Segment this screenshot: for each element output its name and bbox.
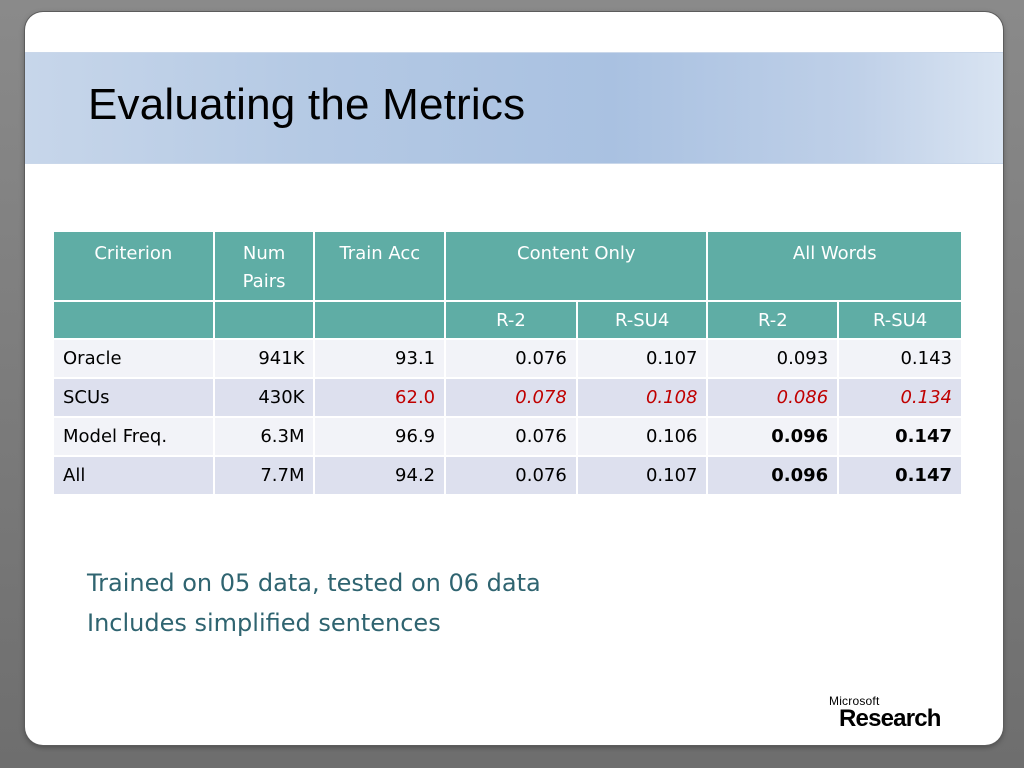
table-row: Oracle 941K 93.1 0.076 0.107 0.093 0.143 — [52, 338, 963, 379]
title-band — [25, 52, 1003, 164]
header-num-pairs-line2: Pairs — [242, 271, 286, 292]
note-line: Trained on 05 data, tested on 06 data — [87, 569, 541, 597]
header-num-pairs-line1: Num — [242, 243, 286, 264]
cell-criterion: Model Freq. — [52, 416, 215, 457]
cell-train-acc: 96.9 — [313, 416, 447, 457]
cell-content-rsu4: 0.106 — [575, 416, 709, 457]
table-row: Model Freq. 6.3M 96.9 0.076 0.106 0.096 … — [52, 416, 963, 457]
header-row-sub: R-2 R-SU4 R-2 R-SU4 — [52, 300, 963, 340]
cell-allwords-rsu4: 0.147 — [837, 455, 963, 496]
logo-line-microsoft: Microsoft — [829, 694, 880, 708]
cell-content-r2: 0.076 — [444, 416, 578, 457]
cell-allwords-rsu4: 0.147 — [837, 416, 963, 457]
cell-criterion: All — [52, 455, 215, 496]
cell-content-rsu4: 0.108 — [575, 377, 709, 418]
header-all-words: All Words — [706, 230, 963, 302]
note-line: Includes simplified sentences — [87, 609, 441, 637]
logo-line-research: Research — [839, 705, 941, 732]
metrics-table: Criterion Num Pairs Train Acc Content Onl… — [52, 230, 963, 496]
cell-content-r2: 0.076 — [444, 338, 578, 379]
cell-allwords-r2: 0.093 — [706, 338, 840, 379]
cell-train-acc: 62.0 — [313, 377, 447, 418]
slide: Evaluating the Metrics Criterion Num Pair… — [25, 12, 1003, 745]
cell-num-pairs: 6.3M — [212, 416, 316, 457]
cell-allwords-r2: 0.096 — [706, 416, 840, 457]
cell-criterion: Oracle — [52, 338, 215, 379]
header-content-rsu4: R-SU4 — [575, 300, 709, 340]
cell-criterion: SCUs — [52, 377, 215, 418]
header-num-pairs: Num Pairs — [212, 230, 316, 302]
cell-content-r2: 0.076 — [444, 455, 578, 496]
cell-allwords-rsu4: 0.134 — [837, 377, 963, 418]
header-criterion: Criterion — [52, 230, 215, 302]
cell-allwords-rsu4: 0.143 — [837, 338, 963, 379]
cell-train-acc: 93.1 — [313, 338, 447, 379]
cell-train-acc: 94.2 — [313, 455, 447, 496]
cell-content-rsu4: 0.107 — [575, 455, 709, 496]
cell-num-pairs: 7.7M — [212, 455, 316, 496]
header-content-only: Content Only — [444, 230, 709, 302]
slide-notes: Trained on 05 data, tested on 06 data In… — [87, 563, 541, 643]
header-sub-empty — [52, 300, 215, 340]
cell-allwords-r2: 0.086 — [706, 377, 840, 418]
table-row: All 7.7M 94.2 0.076 0.107 0.096 0.147 — [52, 455, 963, 496]
cell-content-rsu4: 0.107 — [575, 338, 709, 379]
header-allwords-rsu4: R-SU4 — [837, 300, 963, 340]
header-allwords-r2: R-2 — [706, 300, 840, 340]
cell-allwords-r2: 0.096 — [706, 455, 840, 496]
table-row: SCUs 430K 62.0 0.078 0.108 0.086 0.134 — [52, 377, 963, 418]
header-row-main: Criterion Num Pairs Train Acc Content Onl… — [52, 230, 963, 302]
header-train-acc: Train Acc — [313, 230, 447, 302]
cell-num-pairs: 430K — [212, 377, 316, 418]
header-sub-empty — [212, 300, 316, 340]
header-sub-empty — [313, 300, 447, 340]
cell-num-pairs: 941K — [212, 338, 316, 379]
header-content-r2: R-2 — [444, 300, 578, 340]
cell-content-r2: 0.078 — [444, 377, 578, 418]
microsoft-research-logo: Microsoft Research — [825, 690, 973, 738]
slide-title: Evaluating the Metrics — [88, 80, 526, 129]
